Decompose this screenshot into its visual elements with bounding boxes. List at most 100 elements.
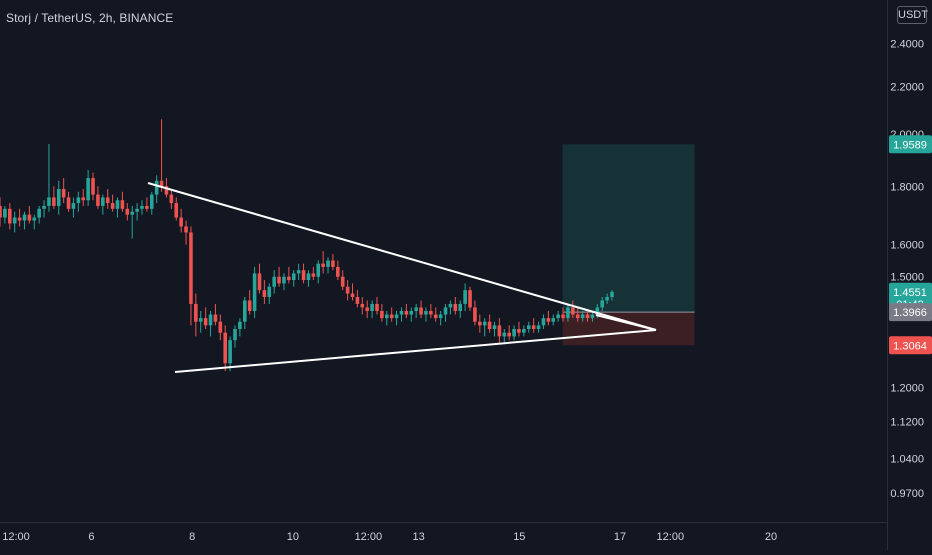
candle-body (605, 296, 609, 301)
candle-body (154, 180, 159, 195)
candle-body (203, 318, 208, 326)
candle-body (326, 260, 330, 267)
time-tick-label: 20 (765, 531, 777, 543)
candle-body (492, 325, 497, 330)
price-label-entry-value: 1.3966 (893, 307, 927, 319)
candle-body (66, 197, 71, 209)
candle-body (531, 325, 536, 330)
candle-body (56, 189, 61, 206)
time-tick-label: 12:00 (657, 531, 685, 543)
candle-body (17, 217, 22, 221)
candle-body (316, 263, 321, 277)
candle-body (296, 270, 301, 274)
candle-body (600, 300, 605, 308)
candle-body (140, 205, 144, 209)
time-tick-label: 13 (413, 531, 425, 543)
time-tick-label: 17 (614, 531, 626, 543)
candle-body (96, 194, 100, 206)
candle-body (179, 217, 183, 227)
price-tick-label: 1.1200 (890, 417, 924, 429)
candle-body (277, 276, 281, 284)
candle-body (571, 307, 575, 315)
candle-body (32, 217, 37, 221)
candle-body (448, 303, 453, 308)
candle-body (198, 318, 203, 322)
candle-body (0, 205, 2, 218)
candle-body (365, 307, 369, 311)
price-label-current-value: 1.4551 (893, 287, 927, 299)
candle-body (149, 194, 154, 209)
candle-body (350, 293, 355, 297)
candle-body (287, 276, 291, 281)
candle-body (164, 186, 169, 195)
lower-trendline (174, 329, 657, 373)
candle-body (404, 310, 409, 315)
candle-body (340, 276, 345, 287)
candle-body (380, 310, 384, 319)
candle-body (76, 197, 81, 204)
candle-body (468, 290, 472, 308)
stop-zone (562, 312, 695, 346)
candle-body (429, 310, 433, 315)
candle-body (561, 314, 565, 319)
candle-body (497, 325, 502, 337)
candle-body (291, 273, 296, 281)
time-tick-label: 10 (287, 531, 299, 543)
candle-body (159, 180, 164, 187)
candle-body (3, 208, 7, 218)
price-tick-label: 1.6000 (890, 240, 924, 252)
candle-body (91, 178, 95, 195)
candle-body (443, 307, 448, 315)
time-tick-label: 15 (513, 531, 525, 543)
price-label-target-value: 1.9589 (893, 139, 927, 151)
price-label-entry (889, 303, 932, 322)
candle-body (595, 307, 600, 315)
candle-body (394, 314, 399, 319)
price-label-stop (889, 336, 932, 355)
price-tick-label: 2.2000 (890, 82, 924, 94)
currency-selector[interactable]: USDT (897, 6, 928, 24)
candle-body (409, 310, 414, 315)
candle-body (238, 321, 242, 330)
candle-body (189, 232, 193, 304)
candle-body (194, 303, 198, 322)
candle-body (458, 303, 463, 311)
candle-body (478, 321, 482, 326)
candle-body (306, 273, 311, 281)
price-tick-label: 1.2000 (890, 382, 924, 394)
candle-body (247, 300, 252, 311)
candle-body (145, 205, 149, 209)
candle-body (414, 307, 418, 311)
candle-body (218, 321, 223, 333)
candle-body (110, 203, 115, 209)
candle-body (115, 200, 120, 209)
candle-body (42, 205, 46, 209)
price-tick-label: 1.8000 (890, 181, 924, 193)
candle-body (473, 307, 477, 322)
candle-body (370, 303, 374, 311)
candle-body (243, 300, 247, 322)
candle-body (47, 197, 51, 206)
candle-body (502, 332, 507, 337)
price-label-stop-value: 1.3064 (893, 340, 927, 352)
candle-body (482, 321, 487, 326)
candle-body (7, 208, 12, 224)
candle-body (311, 273, 316, 277)
candle-body (575, 314, 580, 319)
candle-body (233, 329, 237, 341)
candle-body (566, 307, 570, 319)
candle-body (438, 314, 443, 319)
candle-body (336, 266, 340, 277)
candle-body (174, 203, 179, 218)
candle-body (228, 340, 232, 364)
candle-body (384, 314, 389, 319)
candle-body (321, 263, 325, 267)
candle-body (301, 270, 306, 281)
candle-body (267, 286, 272, 297)
candle-body (512, 329, 516, 337)
candle-body (125, 208, 130, 215)
candle-body (360, 303, 365, 308)
candle-body (71, 203, 76, 209)
